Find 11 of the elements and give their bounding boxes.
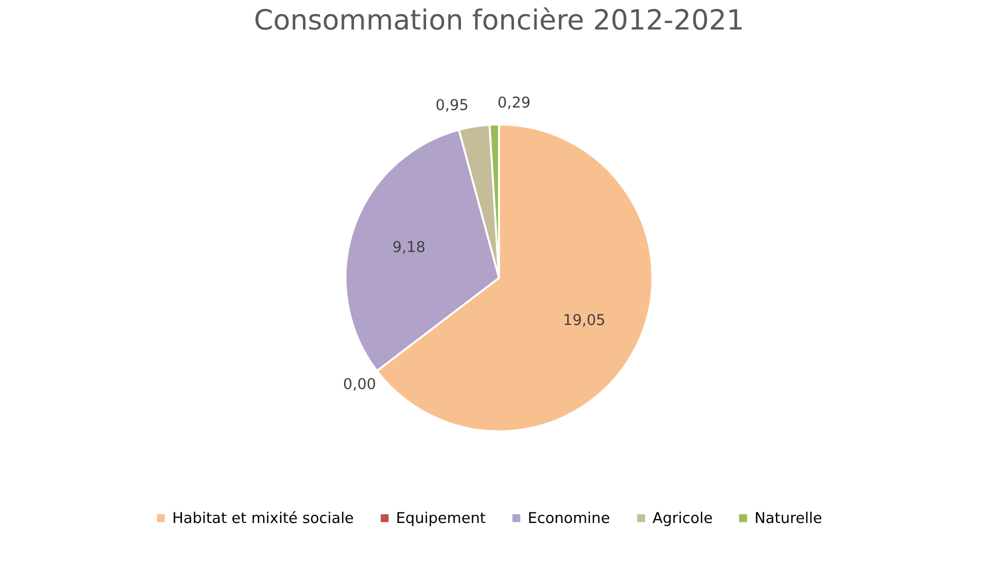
- legend-label: Equipement: [396, 509, 486, 528]
- data-label: 19,05: [563, 311, 606, 330]
- data-label: 0,95: [436, 96, 469, 114]
- legend-label: Economine: [528, 509, 610, 528]
- chart-title: Consommation foncière 2012-2021: [254, 3, 744, 36]
- legend-label: Naturelle: [754, 509, 822, 528]
- data-label: 0,29: [498, 94, 531, 112]
- legend-label: Habitat et mixité sociale: [172, 509, 354, 528]
- legend-label: Agricole: [652, 509, 713, 528]
- data-label: 9,18: [392, 238, 426, 256]
- text: 0,00: [343, 375, 376, 394]
